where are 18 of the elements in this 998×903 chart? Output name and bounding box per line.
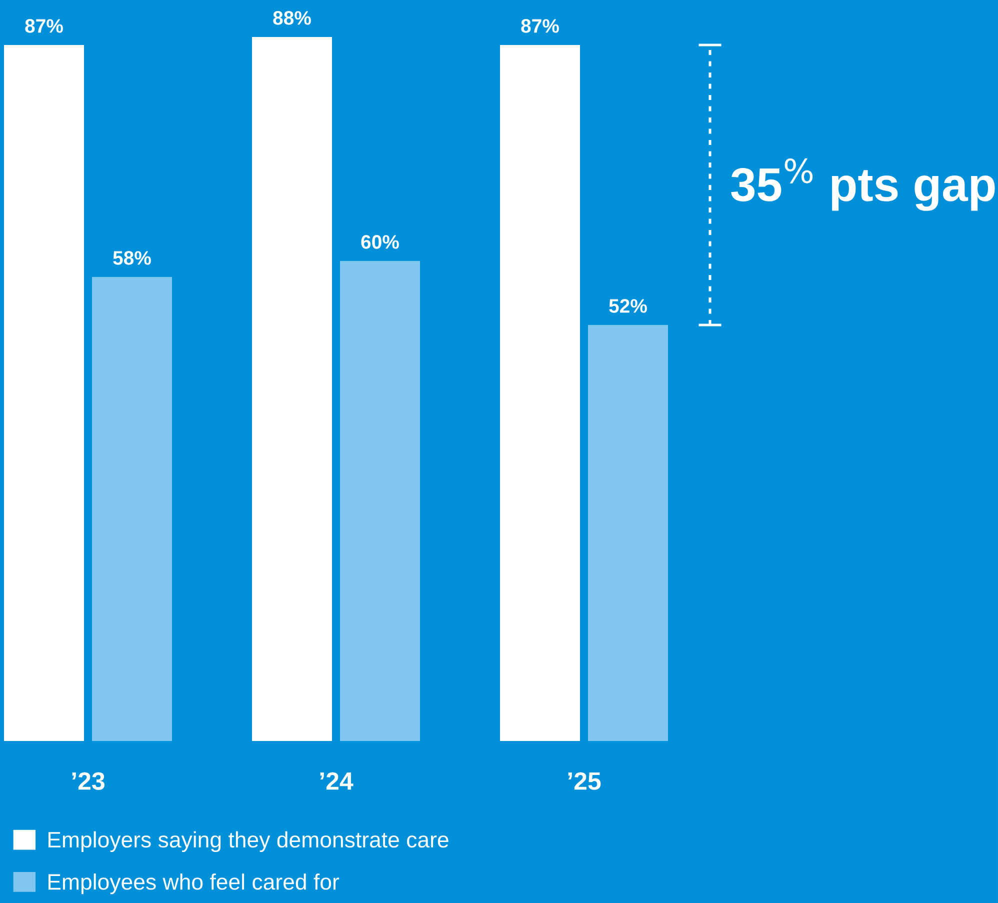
data-label: 87%: [25, 19, 63, 33]
legend-label: Employers saying they demonstrate care: [48, 831, 448, 852]
x-tick-label: ’25: [568, 772, 601, 790]
data-label: 88%: [273, 11, 311, 25]
data-label: 60%: [361, 235, 399, 249]
bar: [588, 325, 668, 741]
data-label: 87%: [521, 19, 559, 33]
legend-label: Employees who feel cared for: [48, 873, 340, 894]
bar: [500, 45, 580, 741]
data-label: 52%: [609, 299, 647, 313]
data-label: 58%: [113, 251, 151, 265]
bar: [252, 37, 332, 741]
bar: [92, 277, 172, 741]
x-tick-label: ’23: [72, 772, 104, 790]
bar: [4, 45, 84, 741]
bar: [340, 261, 420, 741]
x-tick-label: ’24: [320, 772, 354, 790]
text: 35$^{%}$ pts gap: [731, 158, 995, 211]
